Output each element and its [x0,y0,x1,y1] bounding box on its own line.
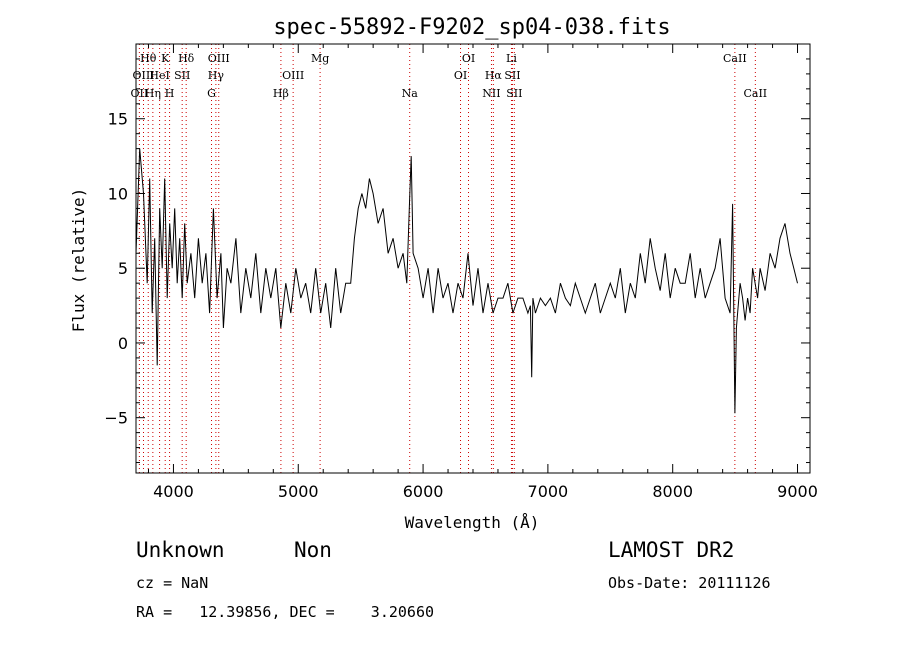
line-label-1: Hθ [140,52,157,65]
line-label-3: HeI [149,69,169,82]
chart-title: spec-55892-F9202_sp04-038.fits [273,15,670,40]
y-axis-label: Flux (relative) [69,188,88,333]
line-label-22: SII [506,87,522,100]
x-tick-label-0: 4000 [153,482,194,501]
line-label-9: OIII [208,52,230,65]
line-label-6: SII [174,69,190,82]
line-label-10: Hγ [208,69,225,82]
line-label-2: OIII [132,69,154,82]
line-label-5: K [161,52,170,65]
spectrum-series-line [135,148,798,414]
y-tick-label-0: −5 [104,409,128,428]
x-tick-label-4: 8000 [652,482,693,501]
redshift-cz: cz = NaN [136,574,209,592]
y-tick-label-4: 15 [108,110,128,129]
line-label-18: Hα [485,69,503,82]
line-label-16: OI [462,52,475,65]
line-label-4: Hη [145,87,161,100]
line-label-11: G [207,87,216,100]
x-tick-label-5: 9000 [777,482,818,501]
line-label-21: SII [504,69,520,82]
spectral-line-markers [138,44,756,473]
y-tick-label-3: 10 [108,184,128,203]
line-label-15: Na [402,87,419,100]
x-axis-label: Wavelength (Å) [405,513,540,532]
line-label-7: H [165,87,175,100]
line-label-0: OII [131,87,149,100]
x-axis: 4000 5000 6000 7000 8000 9000 [147,44,818,501]
line-label-19: NII [482,87,500,100]
x-tick-label-1: 5000 [278,482,319,501]
observation-date: Obs-Date: 20111126 [608,574,771,592]
y-tick-label-1: 0 [118,334,128,353]
x-tick-label-3: 7000 [528,482,569,501]
line-label-20: Li [506,52,517,65]
line-label-12: OIII [282,69,304,82]
sky-coordinates: RA = 12.39856, DEC = 3.20660 [136,603,435,621]
line-label-24: CaII [743,87,767,100]
line-label-8: Hδ [178,52,195,65]
object-subclass: Non [294,538,332,562]
line-label-13: Hβ [273,87,289,100]
line-label-23: CaII [723,52,747,65]
object-class: Unknown [136,538,225,562]
line-label-14: Mg [311,52,329,65]
survey-name: LAMOST DR2 [608,538,735,562]
y-axis: −5 0 5 10 15 [104,43,810,464]
y-tick-label-2: 5 [118,259,128,278]
line-label-17: OI [454,69,467,82]
x-tick-label-2: 6000 [403,482,444,501]
